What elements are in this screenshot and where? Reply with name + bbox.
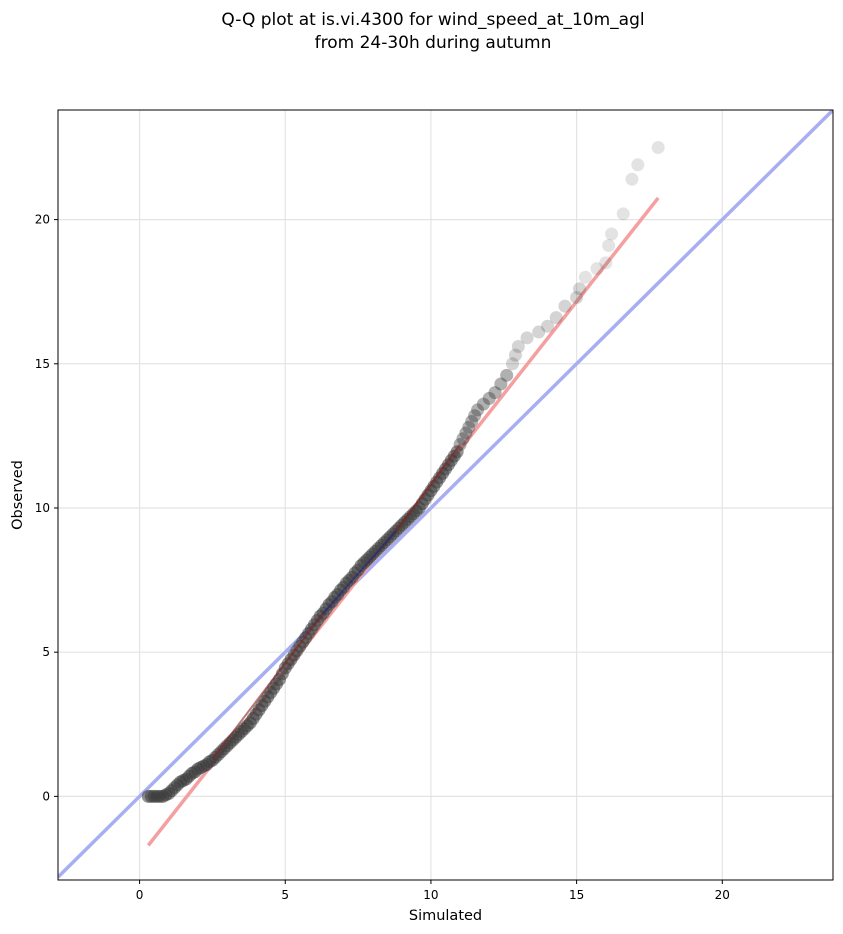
data-point: [465, 414, 479, 428]
data-point: [459, 426, 473, 440]
data-point: [511, 339, 525, 353]
data-point: [573, 282, 587, 296]
data-point: [500, 368, 514, 382]
data-point: [506, 357, 520, 371]
data-point: [450, 445, 464, 459]
plot-area: [58, 110, 833, 879]
overlay-segment-1: [322, 530, 397, 614]
axes-frame: [57, 109, 834, 881]
x-tick-label-0: 0: [136, 888, 144, 902]
data-point: [625, 172, 639, 186]
x-tick-label-3: 15: [569, 888, 584, 902]
data-point: [532, 325, 546, 339]
data-point: [602, 239, 616, 253]
y-tick-label-4: 20: [35, 213, 50, 227]
data-point: [631, 158, 645, 172]
overlay-segment-0: [211, 612, 324, 760]
identity-line: [58, 110, 833, 879]
data-point: [520, 331, 534, 345]
x-axis: 0 5 10 15 20: [136, 880, 730, 902]
data-point: [468, 409, 482, 423]
y-tick-label-0: 0: [42, 789, 50, 803]
data-point: [558, 299, 572, 313]
data-point: [651, 140, 665, 154]
data-point: [471, 403, 485, 417]
data-point: [590, 262, 604, 276]
chart-title-line-2: from 24-30h during autumn: [315, 33, 552, 53]
data-point: [549, 311, 563, 325]
data-point: [456, 432, 470, 446]
data-point: [570, 290, 584, 304]
data-point: [616, 207, 630, 221]
y-tick-label-1: 5: [42, 645, 50, 659]
data-point: [494, 377, 508, 391]
overlay-segment-2: [395, 443, 461, 532]
y-tick-label-2: 10: [35, 501, 50, 515]
data-point: [488, 386, 502, 400]
y-axis: 0 5 10 15 20: [35, 213, 58, 803]
x-tick-label-4: 20: [715, 888, 730, 902]
data-point: [462, 420, 476, 434]
x-tick-label-1: 5: [281, 888, 289, 902]
data-point: [578, 270, 592, 284]
data-point: [508, 348, 522, 362]
data-point: [482, 391, 496, 405]
data-point: [605, 227, 619, 241]
chart-title-line-1: Q-Q plot at is.vi.4300 for wind_speed_at…: [221, 10, 644, 30]
x-tick-label-2: 10: [423, 888, 438, 902]
data-point: [476, 397, 490, 411]
data-point: [599, 256, 613, 270]
x-axis-label: Simulated: [409, 908, 482, 924]
y-axis-label: Observed: [10, 460, 26, 530]
data-point: [540, 319, 554, 333]
y-tick-label-3: 15: [35, 357, 50, 371]
